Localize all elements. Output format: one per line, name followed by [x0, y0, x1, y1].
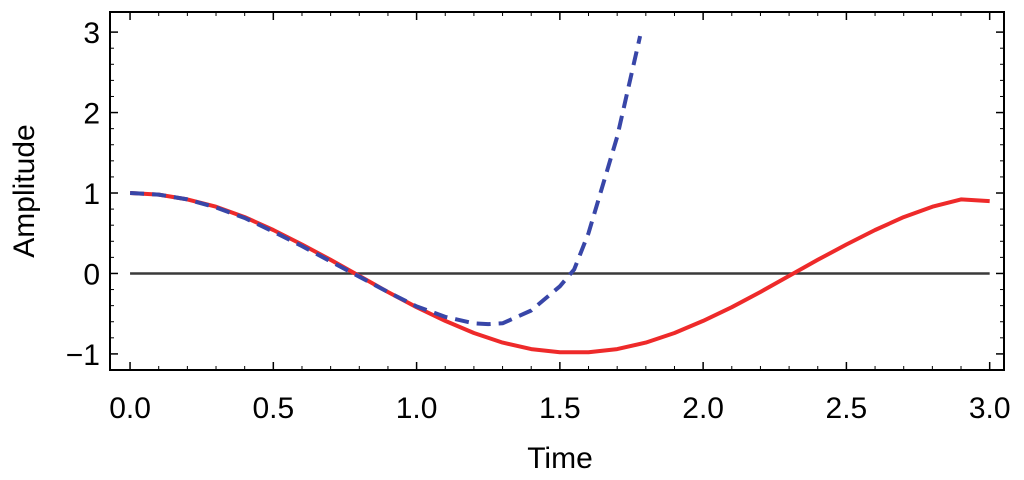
y-tick-label: 1: [83, 178, 100, 211]
y-axis: −1 0 1 2 3: [66, 17, 1004, 372]
y-tick-label: −1: [66, 339, 100, 372]
x-tick-label: 1.0: [396, 392, 438, 425]
x-axis: 0.0 0.5 1.0 1.5 2.0 2.5 3.0: [109, 12, 1011, 425]
series-line-1: [129, 191, 990, 355]
y-axis-title: Amplitude: [8, 124, 41, 257]
x-axis-title: Time: [527, 442, 593, 475]
x-tick-label: 0.0: [109, 392, 151, 425]
y-tick-label: 2: [83, 98, 100, 131]
x-tick-label: 2.5: [826, 392, 868, 425]
y-tick-label: 3: [83, 17, 100, 50]
x-tick-label: 3.0: [969, 392, 1011, 425]
series-layer: [129, 35, 990, 355]
series-line-2: [129, 35, 643, 327]
x-tick-label: 2.0: [682, 392, 724, 425]
x-tick-label: 0.5: [252, 392, 294, 425]
x-tick-label: 1.5: [539, 392, 581, 425]
plot-frame: [109, 11, 1005, 371]
y-tick-label: 0: [83, 258, 100, 291]
